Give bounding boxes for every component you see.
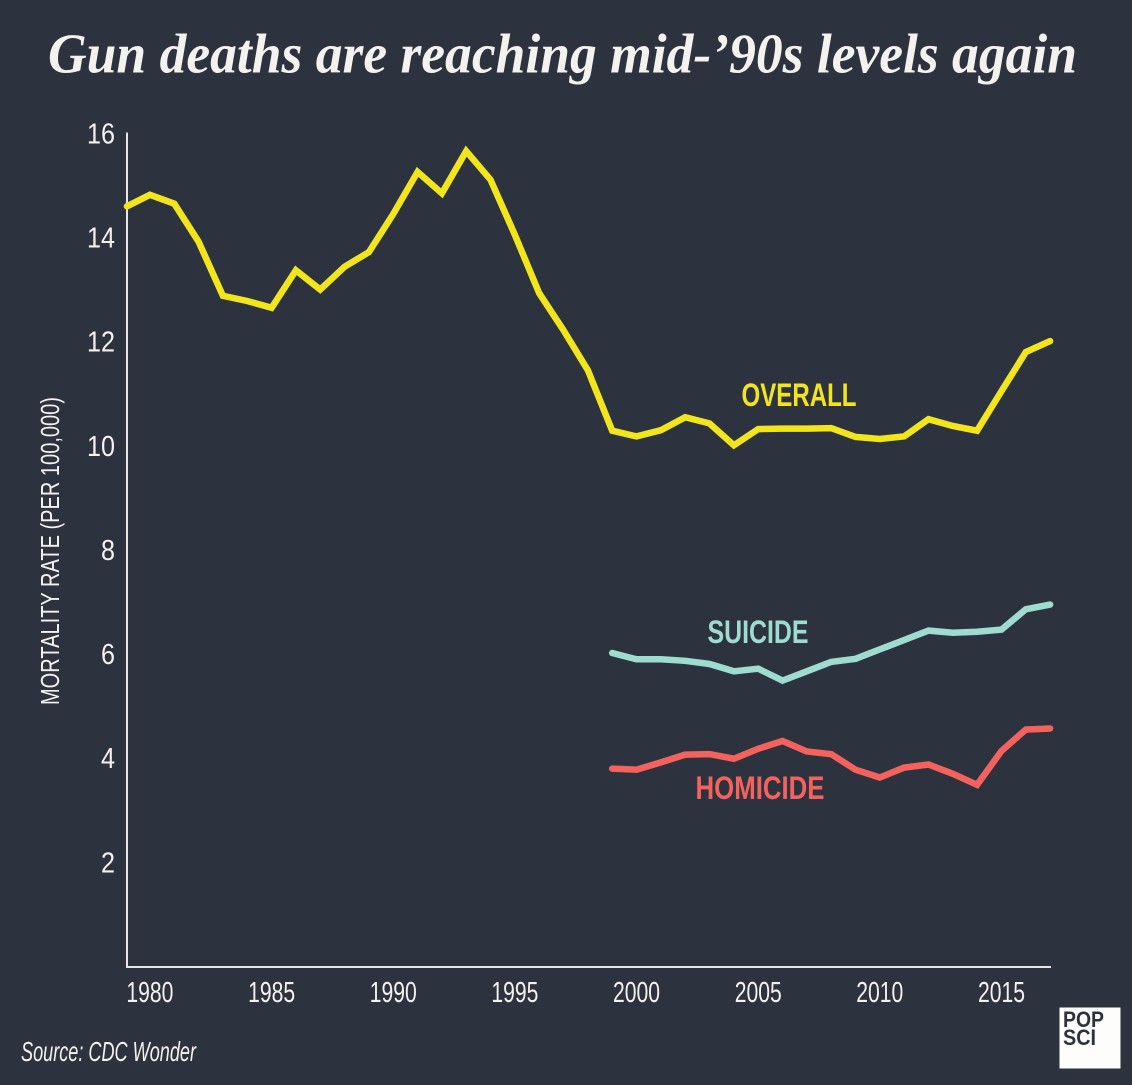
svg-text:2005: 2005 — [735, 977, 782, 1009]
svg-text:1980: 1980 — [126, 977, 173, 1009]
svg-text:SCI: SCI — [1063, 1025, 1096, 1050]
svg-text:10: 10 — [87, 431, 115, 463]
svg-text:14: 14 — [87, 223, 115, 255]
svg-text:8: 8 — [101, 535, 115, 567]
svg-text:1985: 1985 — [248, 977, 295, 1009]
svg-text:OVERALL: OVERALL — [742, 377, 857, 413]
svg-text:2010: 2010 — [856, 977, 903, 1009]
svg-text:HOMICIDE: HOMICIDE — [696, 770, 825, 806]
svg-text:SUICIDE: SUICIDE — [708, 614, 809, 650]
svg-text:12: 12 — [87, 327, 115, 359]
svg-text:2: 2 — [101, 847, 115, 879]
svg-text:16: 16 — [87, 118, 115, 150]
svg-text:MORTALITY RATE (PER 100,000): MORTALITY RATE (PER 100,000) — [35, 397, 65, 705]
svg-text:1990: 1990 — [370, 977, 417, 1009]
svg-text:Gun deaths are reaching mid-’9: Gun deaths are reaching mid-’90s levels … — [48, 24, 1077, 86]
svg-text:1995: 1995 — [491, 977, 538, 1009]
svg-text:Source: CDC Wonder: Source: CDC Wonder — [21, 1036, 197, 1067]
svg-text:4: 4 — [101, 743, 115, 775]
svg-text:POP: POP — [1063, 1007, 1104, 1032]
svg-text:6: 6 — [101, 639, 115, 671]
svg-text:2000: 2000 — [613, 977, 660, 1009]
svg-text:2015: 2015 — [978, 977, 1025, 1009]
